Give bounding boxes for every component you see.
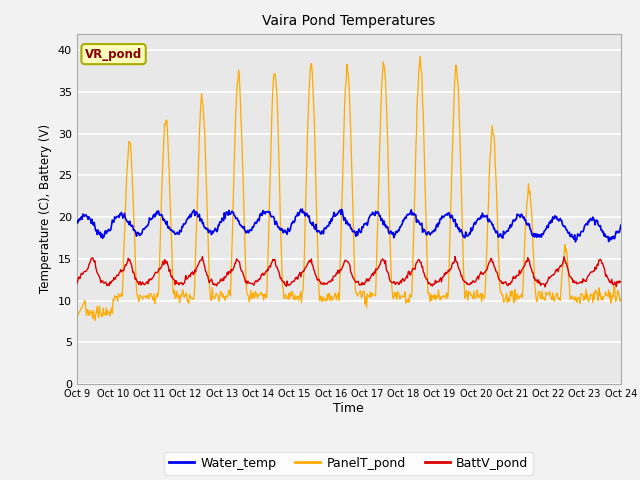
Text: VR_pond: VR_pond bbox=[85, 48, 142, 60]
Title: Vaira Pond Temperatures: Vaira Pond Temperatures bbox=[262, 14, 435, 28]
Legend: Water_temp, PanelT_pond, BattV_pond: Water_temp, PanelT_pond, BattV_pond bbox=[164, 452, 533, 475]
Y-axis label: Temperature (C), Battery (V): Temperature (C), Battery (V) bbox=[39, 124, 52, 293]
X-axis label: Time: Time bbox=[333, 402, 364, 415]
